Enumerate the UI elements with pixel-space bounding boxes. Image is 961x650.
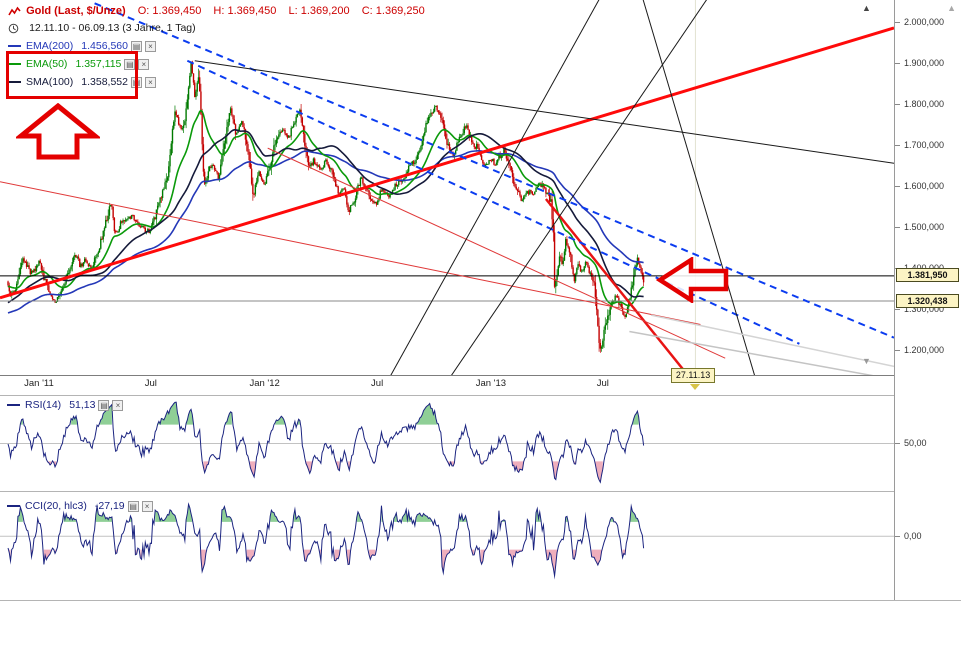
y-axis-tick: [895, 443, 900, 444]
cci-swatch: [7, 505, 20, 508]
indicator-settings-button[interactable]: ▤: [98, 399, 110, 411]
cci-pane-header[interactable]: CCI(20, hlc3) -27,19 ▤ ×: [7, 500, 153, 512]
annotation-highlight-rect[interactable]: [6, 51, 138, 99]
y-axis: 2.000,000 1.900,000 1.800,000 1.700,000 1.60…: [895, 0, 961, 600]
x-axis-label: Jul: [144, 378, 157, 389]
x-axis-label: Jul: [371, 378, 384, 389]
indicator-remove-button[interactable]: ×: [144, 76, 156, 88]
x-axis[interactable]: Jan '11 Jul Jan '12 Jul Jan '13 Jul: [0, 377, 894, 393]
indicator-legend-row[interactable]: EMA(200) 1.456,560 ▤ ×: [8, 37, 425, 55]
indicator-legend: EMA(200) 1.456,560 ▤ × EMA(50) 1.357,115 ▤ × SMA…: [8, 37, 425, 91]
y-axis-label: 2.000,000: [904, 16, 945, 27]
y-axis-tick: [895, 103, 900, 105]
indicator-value: 1.357,115: [75, 58, 122, 70]
support-price-badge: 1.320,438: [896, 293, 959, 308]
indicator-name: EMA(50): [26, 58, 68, 70]
rsi-value: 51,13: [69, 399, 96, 411]
cci-name: CCI(20, hlc3): [25, 500, 87, 512]
ohlc-low: L: 1.369,200: [288, 5, 350, 17]
indicator-remove-button[interactable]: ×: [112, 399, 124, 411]
y-axis-tick: [895, 62, 900, 64]
annotation-left-arrow[interactable]: [656, 257, 730, 303]
indicator-legend-row[interactable]: EMA(50) 1.357,115 ▤ ×: [8, 55, 425, 73]
timeframe-label: 12.11.10 - 06.09.13 (3 Jahre, 1 Tag): [29, 22, 196, 34]
symbol-title: Gold (Last, $/Unze): [26, 5, 126, 17]
indicator-remove-button[interactable]: ×: [144, 40, 156, 52]
y-axis-label: 1.700,000: [904, 139, 945, 150]
x-axis-label: Jan '12: [249, 378, 280, 389]
indicator-remove-button[interactable]: ×: [141, 500, 153, 512]
clock-icon: [8, 23, 19, 33]
y-axis-tick: [895, 144, 900, 146]
axis-scroll-up-button[interactable]: ▲: [947, 3, 956, 13]
indicator-name: EMA(200): [26, 40, 74, 52]
y-axis-tick: [895, 226, 900, 228]
ohlc-open: O: 1.369,450: [137, 5, 202, 17]
price-axis-panel[interactable]: 2.000,000 1.900,000 1.800,000 1.700,000 1.60…: [894, 0, 961, 600]
y-axis-tick: [895, 185, 900, 187]
pane-separator[interactable]: [0, 395, 961, 396]
y-axis-label: 1.200,000: [904, 344, 945, 355]
timeframe-row: 12.11.10 - 06.09.13 (3 Jahre, 1 Tag): [8, 20, 425, 37]
ohlc-high: H: 1.369,450: [213, 5, 277, 17]
y-axis-label: 1.900,000: [904, 57, 945, 68]
x-axis-label: Jan '11: [24, 378, 54, 389]
y-axis-label: 1.800,000: [904, 98, 945, 109]
y-axis-label: 1.400,000: [904, 263, 944, 273]
y-axis-tick: [895, 535, 900, 537]
indicator-swatch: [8, 63, 21, 66]
scroll-down-button[interactable]: ▼: [862, 356, 871, 366]
indicator-settings-button[interactable]: ▤: [124, 58, 136, 70]
ohlc-close: C: 1.369,250: [361, 5, 425, 17]
cci-value: -27,19: [94, 500, 125, 512]
rsi-axis-label: 50,00: [904, 438, 927, 448]
chart-line-icon: [8, 6, 21, 16]
y-axis-label: 1.500,000: [904, 221, 945, 232]
scroll-up-button[interactable]: ▲: [862, 3, 871, 13]
indicator-swatch: [8, 81, 21, 84]
date-marker-badge[interactable]: 27.11.13: [670, 368, 716, 383]
annotation-up-arrow[interactable]: [16, 103, 100, 161]
current-price-badge: 1.381,950: [896, 268, 959, 283]
pane-separator[interactable]: [0, 491, 961, 492]
pane-separator[interactable]: [0, 375, 894, 376]
price-chart-canvas[interactable]: [0, 0, 894, 650]
indicator-value: 1.358,552: [81, 76, 128, 88]
x-axis-label: Jan '13: [475, 378, 507, 389]
y-axis-tick: [895, 349, 900, 351]
date-marker-pointer: [689, 384, 700, 390]
indicator-value: 1.456,560: [81, 40, 128, 52]
chart-legend: Gold (Last, $/Unze) O: 1.369,450 H: 1.36…: [8, 3, 425, 91]
cci-axis-label: 0,00: [904, 530, 922, 541]
pane-separator[interactable]: [0, 600, 961, 601]
y-axis-tick: [895, 308, 900, 310]
instrument-header-row: Gold (Last, $/Unze) O: 1.369,450 H: 1.36…: [8, 3, 425, 20]
x-axis-label: Jul: [596, 378, 609, 389]
indicator-name: SMA(100): [26, 76, 74, 88]
indicator-swatch: [8, 45, 21, 48]
y-axis-tick: [895, 21, 900, 23]
y-axis-label: 1.600,000: [904, 180, 945, 191]
rsi-swatch: [7, 404, 20, 407]
indicator-remove-button[interactable]: ×: [138, 58, 150, 70]
y-axis-label: 1.300,000: [904, 303, 945, 314]
indicator-settings-button[interactable]: ▤: [127, 500, 139, 512]
rsi-name: RSI(14): [25, 399, 62, 411]
rsi-pane-header[interactable]: RSI(14) 51,13 ▤ ×: [7, 399, 124, 411]
